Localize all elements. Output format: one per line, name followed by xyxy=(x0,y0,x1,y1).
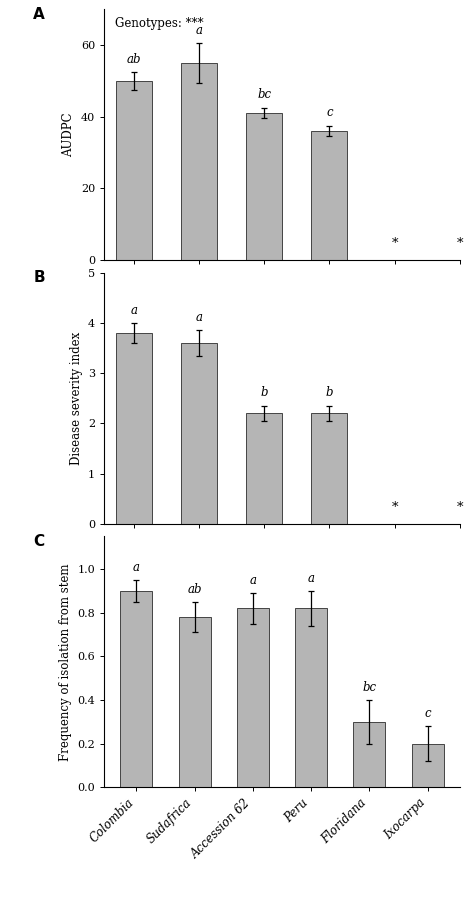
Text: *: * xyxy=(456,500,463,514)
Text: *: * xyxy=(456,237,463,250)
Text: *: * xyxy=(392,237,398,250)
Bar xyxy=(311,131,347,260)
Text: Genotypes: ***: Genotypes: *** xyxy=(115,16,203,30)
Bar xyxy=(411,744,444,787)
Text: B: B xyxy=(33,271,45,285)
Text: a: a xyxy=(133,561,140,574)
Bar xyxy=(311,414,347,524)
Bar xyxy=(237,608,269,787)
Text: *: * xyxy=(392,500,398,514)
Bar xyxy=(353,722,385,787)
Bar xyxy=(295,608,327,787)
Y-axis label: AUDPC: AUDPC xyxy=(63,112,75,157)
Text: c: c xyxy=(326,107,333,119)
Text: ab: ab xyxy=(127,52,141,65)
Text: bc: bc xyxy=(362,681,376,694)
Bar xyxy=(181,62,217,260)
Text: a: a xyxy=(195,311,202,324)
Bar xyxy=(116,81,152,260)
Y-axis label: Disease severity index: Disease severity index xyxy=(70,331,82,465)
Bar xyxy=(246,414,282,524)
Text: a: a xyxy=(308,572,315,585)
Y-axis label: Frequency of isolation from stem: Frequency of isolation from stem xyxy=(59,563,72,760)
Text: a: a xyxy=(130,303,137,317)
Text: ab: ab xyxy=(187,583,202,595)
Text: a: a xyxy=(249,574,256,586)
Bar xyxy=(181,343,217,524)
Text: C: C xyxy=(33,534,44,548)
Text: bc: bc xyxy=(257,89,271,101)
Bar xyxy=(179,617,211,787)
Text: a: a xyxy=(195,24,202,37)
Bar xyxy=(116,333,152,524)
Text: b: b xyxy=(260,386,268,399)
Bar xyxy=(246,113,282,260)
Text: c: c xyxy=(424,707,431,720)
Text: b: b xyxy=(326,386,333,399)
Text: A: A xyxy=(33,6,45,22)
Bar xyxy=(120,591,153,787)
